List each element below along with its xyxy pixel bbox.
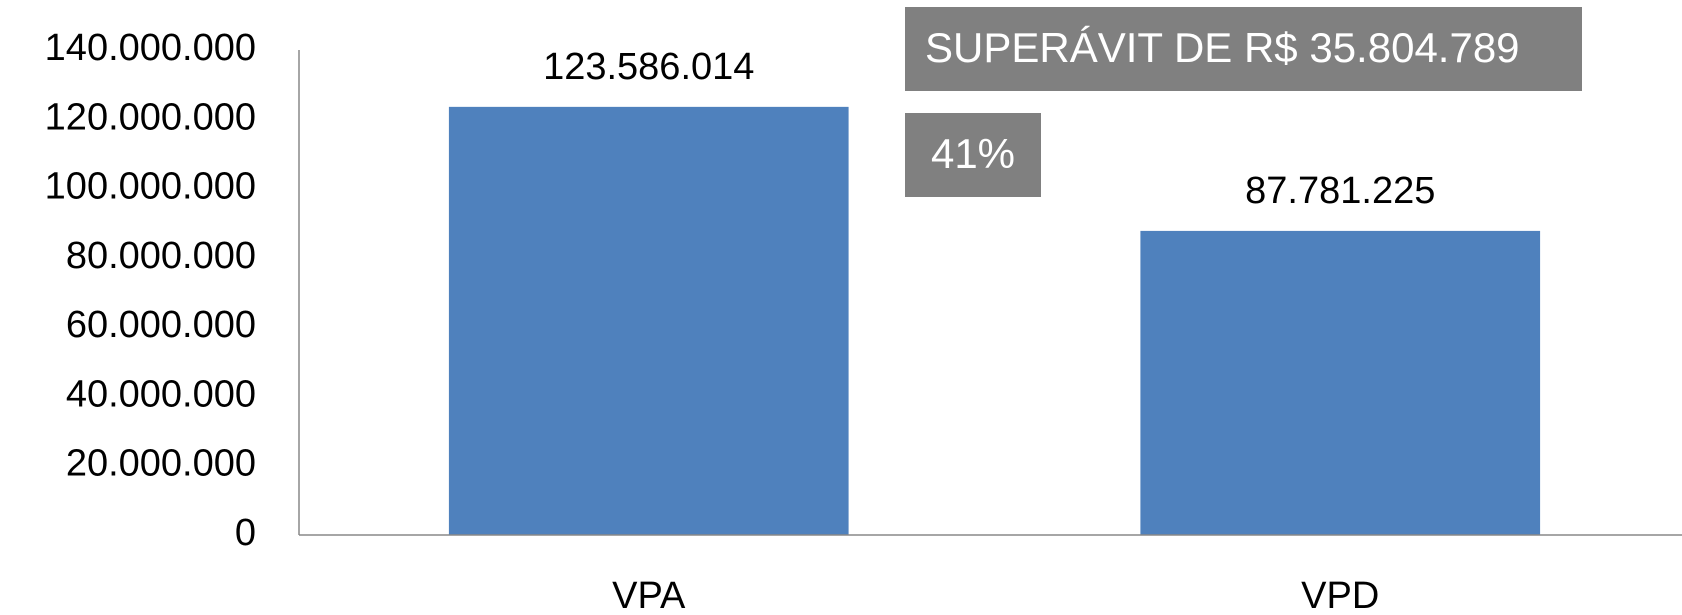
y-tick-label: 40.000.000 — [66, 373, 256, 415]
bar — [448, 106, 849, 536]
x-tick-label: VPD — [1301, 575, 1379, 615]
x-tick-label: VPA — [612, 575, 686, 615]
annotation: 41% — [931, 130, 1015, 177]
y-tick-label: 20.000.000 — [66, 443, 256, 485]
y-tick-label: 0 — [235, 512, 256, 554]
y-tick-label: 140.000.000 — [45, 27, 256, 69]
bar — [1140, 230, 1541, 535]
annotation-box — [905, 113, 1041, 197]
annotation-box — [905, 7, 1582, 91]
y-tick-label: 100.000.000 — [45, 166, 256, 208]
y-tick-label: 60.000.000 — [66, 304, 256, 346]
y-tick-label: 80.000.000 — [66, 235, 256, 277]
annotation: SUPERÁVIT DE R$ 35.804.789 — [925, 24, 1520, 71]
data-label: 87.781.225 — [1245, 170, 1435, 212]
y-tick-label: 120.000.000 — [45, 96, 256, 138]
data-label: 123.586.014 — [543, 46, 754, 88]
